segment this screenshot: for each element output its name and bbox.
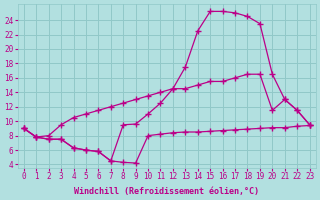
X-axis label: Windchill (Refroidissement éolien,°C): Windchill (Refroidissement éolien,°C) [74,187,259,196]
